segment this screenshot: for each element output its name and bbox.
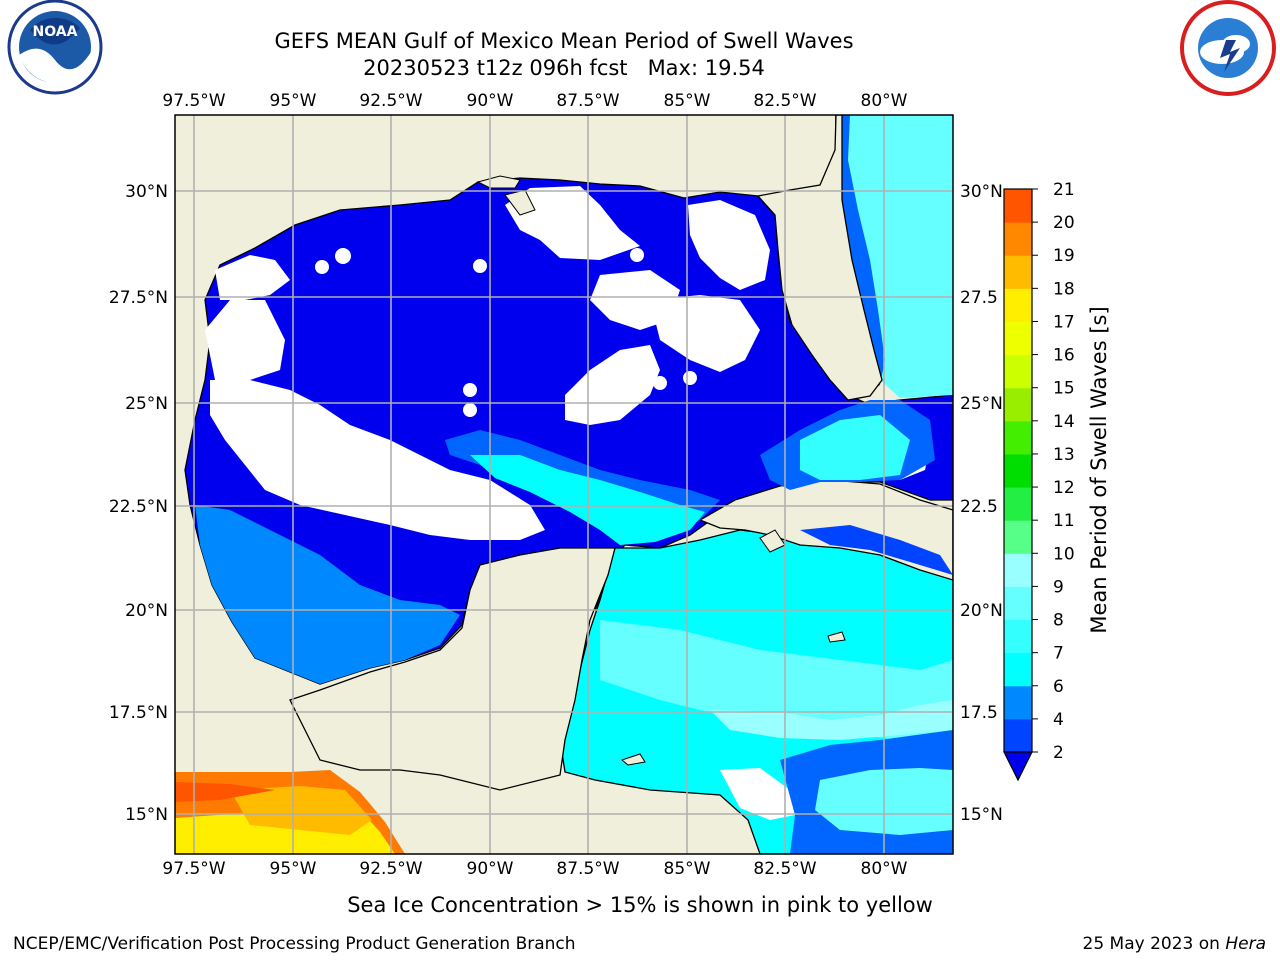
colorbar-tick-label: 12 <box>1053 478 1075 498</box>
map-area <box>175 115 953 854</box>
colorbar-tick-label: 6 <box>1053 677 1064 697</box>
colorbar-segment <box>1004 685 1032 720</box>
lat-label-left: 27.5°N <box>109 288 168 308</box>
lon-label-top: 90°W <box>467 91 514 111</box>
colorbar-tick-label: 15 <box>1053 379 1075 399</box>
footer-date: 25 May 2023 on <box>1083 934 1226 954</box>
map-frame <box>174 114 954 855</box>
colorbar-tick-label: 20 <box>1053 213 1075 233</box>
colorbar-tick-label: 11 <box>1053 511 1075 531</box>
colorbar-tick-label: 17 <box>1053 312 1075 332</box>
colorbar-segment <box>1004 387 1032 422</box>
lon-label-bottom: 85°W <box>664 859 711 879</box>
noaa-logo: NOAA <box>7 0 103 95</box>
lat-label-right: 27.5 <box>960 288 998 308</box>
colorbar-segment <box>1004 453 1032 488</box>
title-line-1: GEFS MEAN Gulf of Mexico Mean Period of … <box>274 29 853 53</box>
colorbar-segment <box>1004 487 1032 521</box>
lon-label-bottom: 82.5°W <box>753 859 816 879</box>
colorbar-segment <box>1004 354 1032 389</box>
colorbar-tick-label: 7 <box>1053 644 1064 664</box>
lat-label-left: 20°N <box>125 601 168 621</box>
colorbar-segment <box>1004 222 1032 256</box>
colorbar-segments <box>1004 189 1032 753</box>
lat-label-right: 15°N <box>960 805 1003 825</box>
colorbar-tick-label: 16 <box>1053 346 1075 366</box>
lon-label-top: 82.5°W <box>753 91 816 111</box>
colorbar-segment <box>1004 553 1032 587</box>
footer-right: 25 May 2023 on Hera <box>1083 934 1267 954</box>
colorbar-segment <box>1004 520 1032 554</box>
colorbar-segment <box>1004 255 1032 289</box>
colorbar-tick-label: 8 <box>1053 611 1064 631</box>
lon-label-bottom: 87.5°W <box>556 859 619 879</box>
colorbar-segment <box>1004 652 1032 687</box>
lon-labels-bottom: 97.5°W 95°W 92.5°W 90°W 87.5°W 85°W 82.5… <box>162 859 907 879</box>
lon-label-bottom: 97.5°W <box>162 859 225 879</box>
colorbar-frame <box>1003 188 1033 753</box>
caribbean-bands <box>600 525 953 854</box>
colorbar-segment <box>1004 718 1032 753</box>
lon-labels-top: 97.5°W 95°W 92.5°W 90°W 87.5°W 85°W 82.5… <box>162 91 907 111</box>
lat-label-right: 17.5 <box>960 703 998 723</box>
title-line-2: 20230523 t12z 096h fcst Max: 19.54 <box>363 56 765 80</box>
lat-labels-right: 30°N 27.5 25°N 22.5 20°N 17.5 15°N <box>960 182 1003 825</box>
colorbar-tick-label: 2 <box>1053 743 1064 763</box>
colorbar-segment <box>1004 321 1032 356</box>
lat-label-left: 15°N <box>125 805 168 825</box>
lon-label-top: 92.5°W <box>359 91 422 111</box>
colorbar-tick-label: 13 <box>1053 445 1075 465</box>
colorbar-ticks: 2 4 6 7 8 9 10 11 12 13 14 15 16 17 18 19 20 21 <box>1032 180 1075 763</box>
graticule <box>175 115 953 854</box>
lon-label-bottom: 92.5°W <box>359 859 422 879</box>
lat-label-right: 25°N <box>960 394 1003 414</box>
lon-label-top: 87.5°W <box>556 91 619 111</box>
colorbar-segment <box>1004 288 1032 322</box>
colorbar-segment <box>1004 189 1032 223</box>
lon-label-bottom: 90°W <box>467 859 514 879</box>
lat-label-right: 20°N <box>960 601 1003 621</box>
nws-logo-text: NATIONAL WEATHER SERVICE <box>1221 106 1236 109</box>
nws-logo: NATIONAL WEATHER SERVICE <box>1180 0 1276 109</box>
colorbar-segment <box>1004 619 1032 654</box>
colorbar-tick-label: 4 <box>1053 710 1064 730</box>
colorbar-segment <box>1004 420 1032 455</box>
lon-label-top: 95°W <box>270 91 317 111</box>
colorbar-segment <box>1004 586 1032 621</box>
colorbar-tick-label: 18 <box>1053 279 1075 299</box>
yucatan-land <box>289 547 616 791</box>
colorbar-tick-label: 21 <box>1053 180 1075 200</box>
lon-label-top: 85°W <box>664 91 711 111</box>
lat-label-right: 30°N <box>960 182 1003 202</box>
pacific-orange <box>230 786 372 835</box>
colorbar-extend-arrow <box>1003 751 1033 782</box>
colorbar-tick-label: 14 <box>1053 412 1075 432</box>
atlantic-edge <box>835 115 885 392</box>
florida-land <box>756 115 883 401</box>
footer-left: NCEP/EMC/Verification Post Processing Pr… <box>13 934 576 954</box>
lat-label-left: 17.5°N <box>109 703 168 723</box>
lat-label-left: 25°N <box>125 394 168 414</box>
colorbar-tick-label: 19 <box>1053 246 1075 266</box>
colorbar-tick-label: 10 <box>1053 544 1075 564</box>
lat-label-left: 30°N <box>125 182 168 202</box>
atlantic-ocean <box>835 115 953 398</box>
pacific-red <box>175 782 275 802</box>
caption: Sea Ice Concentration > 15% is shown in … <box>347 893 933 917</box>
lat-labels-left: 30°N 27.5°N 25°N 22.5°N 20°N 17.5°N 15°N <box>109 182 168 825</box>
footer-machine: Hera <box>1225 934 1266 954</box>
colorbar-label: Mean Period of Swell Waves [s] <box>1087 306 1111 633</box>
lat-label-left: 22.5°N <box>109 497 168 517</box>
lon-label-bottom: 80°W <box>861 859 908 879</box>
lon-label-bottom: 95°W <box>270 859 317 879</box>
lon-label-top: 97.5°W <box>162 91 225 111</box>
lat-label-right: 22.5 <box>960 497 998 517</box>
lon-label-top: 80°W <box>861 91 908 111</box>
colorbar-tick-label: 9 <box>1053 577 1064 597</box>
coast-details <box>476 175 846 766</box>
colorbar: 2 4 6 7 8 9 10 11 12 13 14 15 16 17 18 19 20 21 Mean Peri… <box>1003 180 1111 782</box>
noaa-logo-text: NOAA <box>33 24 78 40</box>
